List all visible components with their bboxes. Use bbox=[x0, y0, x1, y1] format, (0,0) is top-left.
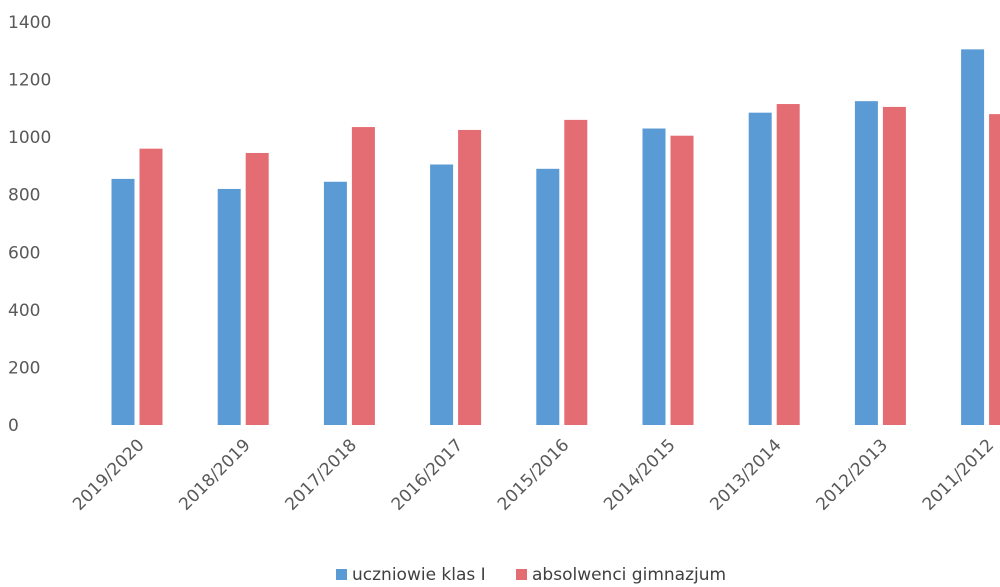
x-tick-label: 2016/2017 bbox=[388, 435, 467, 514]
bar-uczniowie-2014-2015 bbox=[642, 128, 666, 425]
bar-uczniowie-2011-2012 bbox=[961, 49, 985, 425]
bars bbox=[111, 49, 1000, 426]
x-tick-label: 2017/2018 bbox=[282, 435, 361, 514]
legend-swatch-uczniowie bbox=[336, 569, 347, 580]
y-tick-label: 1400 bbox=[8, 13, 51, 33]
bar-uczniowie-2012-2013 bbox=[854, 101, 878, 426]
legend: uczniowie klas I absolwenci gimnazjum bbox=[336, 565, 726, 585]
legend-label-uczniowie: uczniowie klas I bbox=[352, 565, 486, 585]
bar-absolwenci-2019-2020 bbox=[139, 148, 163, 425]
bar-uczniowie-2017-2018 bbox=[323, 181, 347, 425]
bar-uczniowie-2013-2014 bbox=[748, 112, 772, 426]
x-tick-label: 2013/2014 bbox=[706, 435, 785, 514]
bar-absolwenci-2017-2018 bbox=[351, 127, 375, 425]
bar-absolwenci-2013-2014 bbox=[776, 104, 800, 426]
y-tick-label: 400 bbox=[8, 301, 40, 321]
bar-uczniowie-2019-2020 bbox=[111, 178, 135, 425]
bar-absolwenci-2015-2016 bbox=[564, 119, 588, 425]
y-axis: 0 200 400 600 800 1000 1200 1400 bbox=[8, 13, 51, 436]
bar-absolwenci-2016-2017 bbox=[458, 129, 482, 426]
bar-absolwenci-2018-2019 bbox=[245, 152, 269, 425]
x-tick-label: 2015/2016 bbox=[494, 435, 573, 514]
y-tick-label: 1000 bbox=[8, 128, 51, 148]
bar-absolwenci-2012-2013 bbox=[882, 106, 906, 426]
bar-absolwenci-2011-2012 bbox=[989, 114, 1000, 425]
y-tick-label: 200 bbox=[8, 358, 40, 378]
bar-uczniowie-2015-2016 bbox=[536, 168, 560, 426]
x-tick-label: 2012/2013 bbox=[813, 435, 892, 514]
x-tick-label: 2014/2015 bbox=[600, 435, 679, 514]
x-tick-label: 2019/2020 bbox=[69, 435, 148, 514]
bar-absolwenci-2014-2015 bbox=[670, 135, 694, 426]
legend-swatch-absolwenci bbox=[516, 569, 527, 580]
y-tick-label: 600 bbox=[8, 243, 40, 263]
x-tick-label: 2018/2019 bbox=[175, 435, 254, 514]
bar-uczniowie-2018-2019 bbox=[217, 188, 241, 425]
legend-label-absolwenci: absolwenci gimnazjum bbox=[532, 565, 726, 585]
x-axis: 2019/2020 2018/2019 2017/2018 2016/2017 2015… bbox=[69, 435, 998, 514]
x-tick-label: 2011/2012 bbox=[919, 435, 998, 514]
y-tick-label: 1200 bbox=[8, 71, 51, 91]
bar-uczniowie-2016-2017 bbox=[430, 164, 454, 425]
y-tick-label: 800 bbox=[8, 186, 40, 206]
y-tick-label: 0 bbox=[8, 416, 19, 436]
